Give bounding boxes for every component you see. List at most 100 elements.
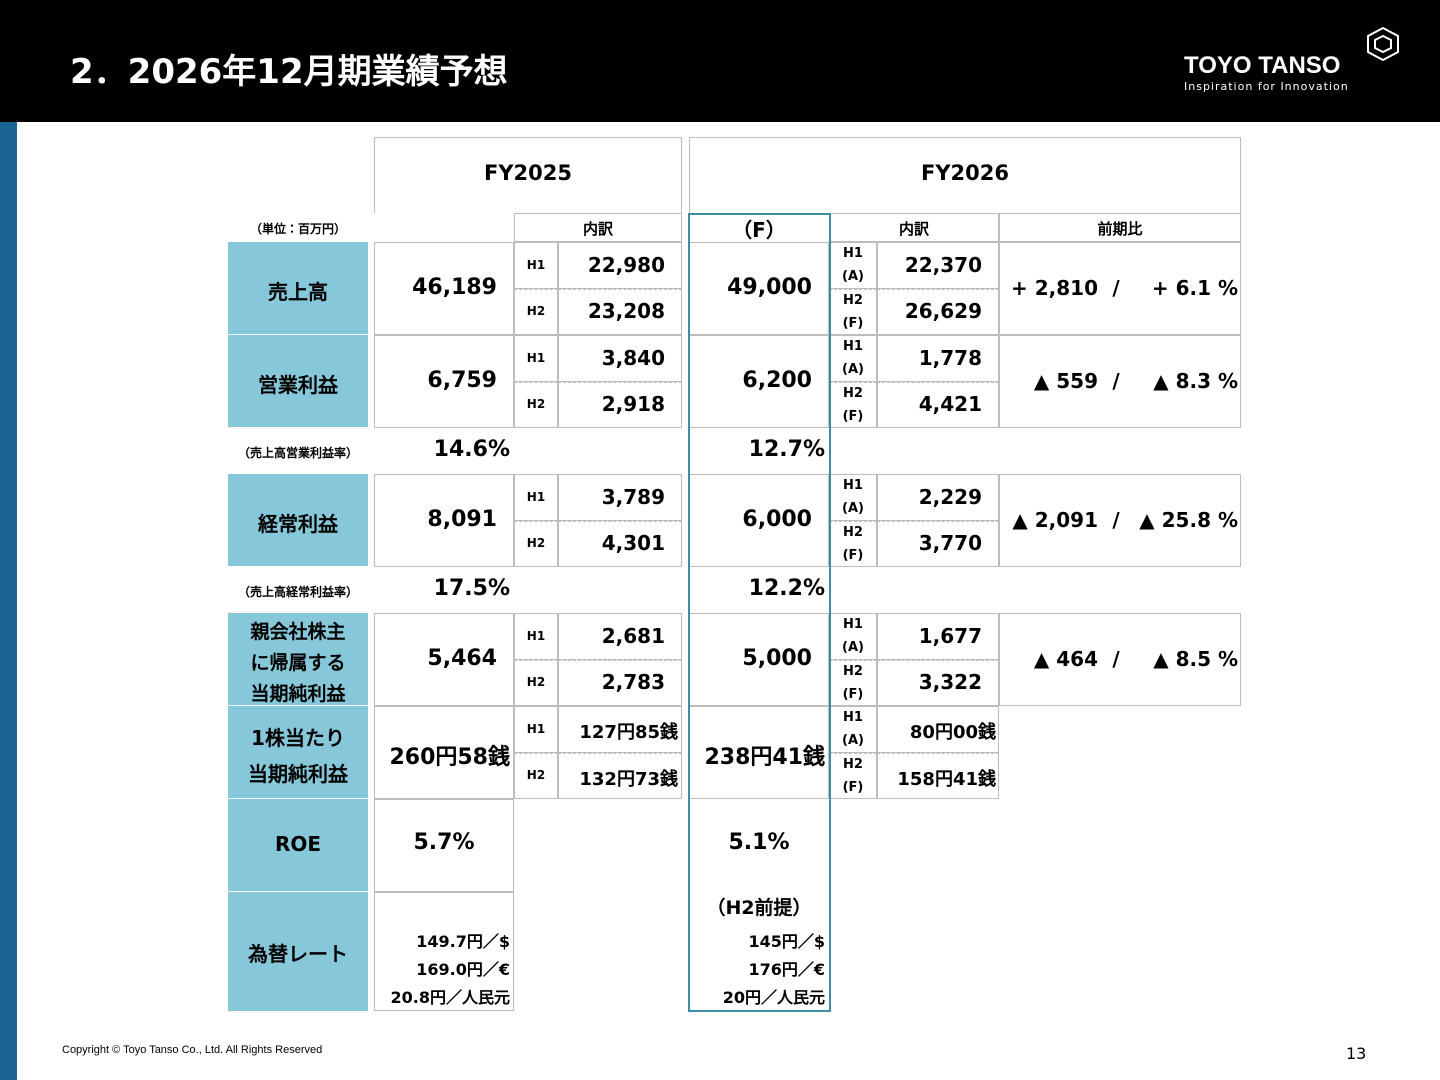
fy2025-margin: 14.6%	[433, 437, 510, 463]
row-label-bg	[228, 335, 368, 427]
half-tag: (A)	[842, 501, 864, 517]
row-label: 親会社株主	[250, 620, 346, 643]
yoy-abs: ▲ 2,091	[1012, 508, 1098, 533]
fy2025-fx: 149.7円／$	[416, 932, 510, 952]
row-label: 経常利益	[258, 512, 338, 537]
yoy-cell	[999, 335, 1241, 428]
fy2026-h2: 3,322	[918, 670, 982, 695]
logo: TOYO TANSO	[1184, 52, 1341, 79]
fy2026-h1: 80円00銭	[909, 722, 996, 744]
fx-cell	[374, 892, 514, 1011]
fy2025-h1: 22,980	[587, 252, 665, 277]
forecast-label: （F）	[732, 217, 786, 242]
fy2026-total: 6,000	[742, 506, 812, 532]
half-value-cell	[877, 613, 999, 660]
yoy-header-cell	[999, 213, 1241, 242]
half-label: H1	[843, 617, 863, 633]
row-label: 売上高	[268, 280, 328, 305]
half-label-cell	[514, 613, 558, 660]
half-label: H1	[526, 628, 546, 643]
fy2025-h1: 3,789	[601, 484, 665, 509]
half-label: H2	[843, 292, 863, 308]
breakdown-header: 内訳	[582, 219, 613, 238]
yoy-pct: ▲ 8.5 %	[1153, 647, 1238, 672]
half-label-cell	[514, 381, 558, 428]
yoy-abs: + 2,810	[1011, 276, 1098, 301]
row-label-bg	[228, 892, 368, 1011]
half-tag: (F)	[842, 547, 864, 563]
half-value-cell	[558, 613, 682, 660]
half-label: H2	[843, 524, 863, 540]
half-label-cell	[514, 242, 558, 289]
row-label-bg	[228, 242, 368, 334]
yoy-header: 前期比	[1097, 219, 1143, 238]
row-label: 当期純利益	[250, 682, 346, 705]
half-tag: (F)	[842, 408, 864, 424]
half-tag: (F)	[842, 315, 864, 331]
fy2026-total: 5,000	[742, 645, 812, 671]
yoy-pct: ▲ 8.3 %	[1153, 369, 1238, 394]
half-label: H1	[843, 478, 863, 494]
half-label: H2	[526, 304, 546, 319]
half-label-cell	[514, 659, 558, 706]
fy2026-h1: 1,677	[918, 623, 982, 648]
yoy-separator: /	[1112, 276, 1120, 301]
fy2026-margin: 12.7%	[748, 437, 825, 463]
half-value-cell	[877, 335, 999, 382]
page-number: 13	[1346, 1044, 1367, 1063]
row-label: に帰属する	[250, 651, 346, 674]
half-label: H2	[843, 385, 863, 401]
roe-cell	[374, 799, 514, 892]
row-label-bg	[228, 613, 368, 705]
row-label: 当期純利益	[248, 762, 348, 787]
margin-label: （売上高営業利益率）	[237, 445, 358, 460]
half-label: H1	[526, 257, 546, 272]
half-value-cell	[558, 706, 682, 753]
fy2026-h1: 2,229	[918, 484, 982, 509]
row-label: 為替レート	[248, 941, 348, 966]
fy2025-fx: 20.8円／人民元	[390, 988, 510, 1008]
fy2026-h1: 1,778	[918, 345, 982, 370]
half-label-cell	[514, 706, 558, 753]
yoy-cell	[999, 613, 1241, 706]
half-tag: (F)	[842, 686, 864, 702]
half-label: H2	[526, 397, 546, 412]
total-cell	[374, 242, 514, 335]
half-label: H2	[843, 663, 863, 679]
half-value-cell	[558, 381, 682, 428]
fx-note: （H2前提）	[706, 897, 812, 920]
yoy-separator: /	[1112, 508, 1120, 533]
half-value-cell	[558, 474, 682, 521]
fy2025-roe: 5.7%	[413, 830, 475, 856]
half-label: H1	[843, 246, 863, 262]
half-label: H2	[526, 768, 546, 783]
half-value-cell	[877, 288, 999, 335]
fy2025-fx: 169.0円／€	[416, 960, 510, 980]
row-label: 営業利益	[258, 373, 338, 398]
fy2025-total: 46,189	[412, 274, 497, 300]
fy2026-h1: 22,370	[904, 252, 982, 277]
fy2026-header-cell	[689, 137, 1241, 213]
fy2026-h2: 3,770	[918, 531, 982, 556]
row-label-bg	[228, 799, 368, 891]
half-value-cell	[877, 381, 999, 428]
tagline: Inspiration for Innovation	[1184, 80, 1349, 93]
fy2025-h2: 4,301	[601, 531, 665, 556]
fy2026-total: 6,200	[742, 367, 812, 393]
half-value-cell	[558, 520, 682, 567]
fy2025-total: 8,091	[427, 506, 497, 532]
half-value-cell	[558, 659, 682, 706]
fy2025-h2: 23,208	[587, 299, 665, 324]
half-value-cell	[877, 474, 999, 521]
half-label: H1	[526, 489, 546, 504]
row-label: 1株当たり	[251, 726, 345, 751]
half-value-cell	[877, 659, 999, 706]
half-tag: (A)	[842, 733, 864, 749]
half-tag: (A)	[842, 362, 864, 378]
half-label: H2	[843, 756, 863, 772]
half-tag: (A)	[842, 269, 864, 285]
half-label: H1	[843, 339, 863, 355]
total-cell	[374, 335, 514, 428]
margin-label: （売上高経常利益率）	[237, 584, 358, 599]
